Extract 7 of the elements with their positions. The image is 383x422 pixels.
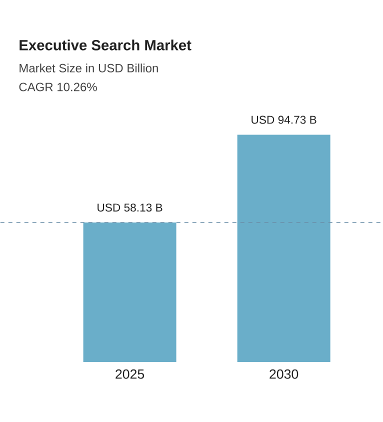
x-tick-label: 2030 [270, 369, 298, 379]
data-label: USD 94.73 B [252, 116, 316, 124]
data-label: USD 58.13 B [98, 204, 162, 212]
chart-title: Executive Search Market [20, 40, 192, 50]
chart-subtitle: Market Size in USD Billion [20, 64, 158, 72]
text: CAGR 10.26% [19, 82, 98, 92]
x-tick-label: 2025 [116, 369, 144, 379]
